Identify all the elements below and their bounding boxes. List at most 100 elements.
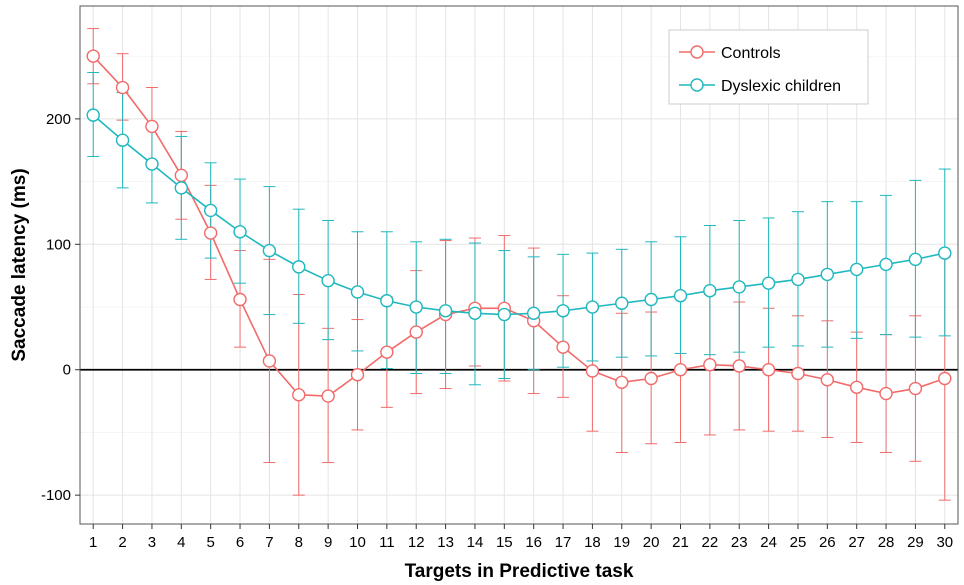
point-controls (86, 49, 100, 63)
plot-panel-border (79, 5, 959, 525)
x-tick-label: 28 (878, 534, 895, 551)
point-controls (644, 371, 658, 386)
x-tick-label: 14 (467, 534, 484, 551)
x-tick-label: 29 (907, 534, 924, 551)
point-controls (262, 354, 277, 368)
point-controls (233, 292, 247, 307)
point-controls (849, 380, 864, 394)
point-dyslexic (908, 252, 923, 267)
point-dyslexic (673, 289, 688, 303)
y-tick-label: -100 (41, 487, 71, 504)
x-tick-label: 19 (613, 534, 630, 551)
point-dyslexic (585, 300, 600, 314)
point-controls (409, 325, 423, 339)
point-dyslexic (526, 306, 541, 320)
point-controls (203, 226, 218, 240)
x-tick-label: 9 (324, 534, 332, 551)
point-dyslexic (732, 280, 746, 294)
x-tick-label: 21 (672, 534, 689, 551)
x-tick-label: 16 (525, 534, 542, 551)
point-dyslexic (849, 262, 864, 277)
point-dyslexic (145, 157, 159, 171)
x-tick-label: 25 (790, 534, 807, 551)
point-dyslexic (174, 181, 189, 195)
point-dyslexic (86, 108, 100, 122)
x-tick-label: 18 (584, 534, 601, 551)
y-tick-label: 100 (46, 236, 71, 253)
point-dyslexic (468, 306, 482, 320)
point-controls (556, 340, 570, 354)
point-dyslexic (938, 246, 952, 260)
point-controls (761, 363, 776, 377)
point-dyslexic (644, 292, 658, 307)
x-tick-label: 22 (702, 534, 719, 551)
legend-box (668, 29, 869, 105)
x-tick-label: 10 (349, 534, 366, 551)
point-controls (321, 389, 335, 403)
legend-marker-dyslexic (690, 78, 704, 92)
x-tick-label: 15 (496, 534, 513, 551)
point-dyslexic (350, 285, 365, 299)
point-controls (791, 366, 805, 381)
x-tick-label: 1 (89, 534, 97, 551)
point-dyslexic (497, 307, 512, 322)
legend-entry-dyslexic: Dyslexic children (679, 78, 841, 95)
x-tick-label: 2 (118, 534, 126, 551)
point-dyslexic (292, 260, 306, 274)
x-tick-label: 20 (643, 534, 660, 551)
x-tick-label: 13 (437, 534, 454, 551)
point-dyslexic (791, 272, 805, 287)
x-axis-title: Targets in Predictive task (405, 561, 634, 582)
x-tick-label: 7 (265, 534, 273, 551)
y-tick-label: 0 (63, 362, 71, 379)
x-tick-label: 4 (177, 534, 185, 551)
point-dyslexic (761, 276, 776, 290)
point-controls (350, 368, 365, 382)
point-controls (820, 373, 835, 387)
point-dyslexic (438, 304, 453, 318)
x-tick-label: 27 (848, 534, 865, 551)
x-axis: 1 2 3 4 5 6 7 8 9 10 11 12 13 14 15 16 17 18 19 20 21 22 23 24 2… (89, 524, 953, 551)
x-tick-label: 5 (207, 534, 215, 551)
legend-entry-controls: Controls (679, 45, 781, 62)
x-tick-label: 6 (236, 534, 244, 551)
legend: Controls Dyslexic children (668, 29, 869, 105)
legend-label-dyslexic: Dyslexic children (721, 78, 841, 95)
point-dyslexic (203, 203, 218, 218)
point-controls (585, 364, 600, 378)
data-points (86, 49, 952, 403)
point-dyslexic (233, 225, 247, 239)
y-axis: -100 0 100 200 (41, 111, 80, 504)
point-dyslexic (820, 267, 835, 282)
point-controls (703, 358, 717, 372)
point-controls (673, 363, 688, 377)
point-dyslexic (615, 296, 629, 310)
y-tick-label: 200 (46, 111, 71, 128)
x-tick-label: 26 (819, 534, 836, 551)
x-tick-label: 17 (555, 534, 572, 551)
point-controls (615, 375, 629, 389)
point-controls (292, 388, 306, 402)
point-controls (115, 80, 130, 95)
point-controls (908, 381, 923, 396)
x-tick-label: 30 (936, 534, 953, 551)
x-tick-label: 12 (408, 534, 425, 551)
point-dyslexic (262, 243, 277, 258)
y-axis-title: Saccade latency (ms) (9, 168, 30, 361)
point-controls (879, 386, 893, 401)
point-controls (938, 371, 952, 386)
x-tick-label: 24 (760, 534, 777, 551)
point-dyslexic (321, 273, 335, 288)
legend-label-controls: Controls (721, 45, 781, 62)
legend-marker-controls (690, 45, 704, 59)
point-controls (174, 168, 189, 183)
point-controls (145, 119, 159, 134)
x-tick-label: 23 (731, 534, 748, 551)
point-dyslexic (556, 304, 570, 318)
point-controls (732, 359, 746, 373)
point-dyslexic (380, 294, 394, 308)
point-dyslexic (115, 133, 130, 147)
x-tick-label: 8 (295, 534, 303, 551)
point-dyslexic (703, 284, 717, 298)
